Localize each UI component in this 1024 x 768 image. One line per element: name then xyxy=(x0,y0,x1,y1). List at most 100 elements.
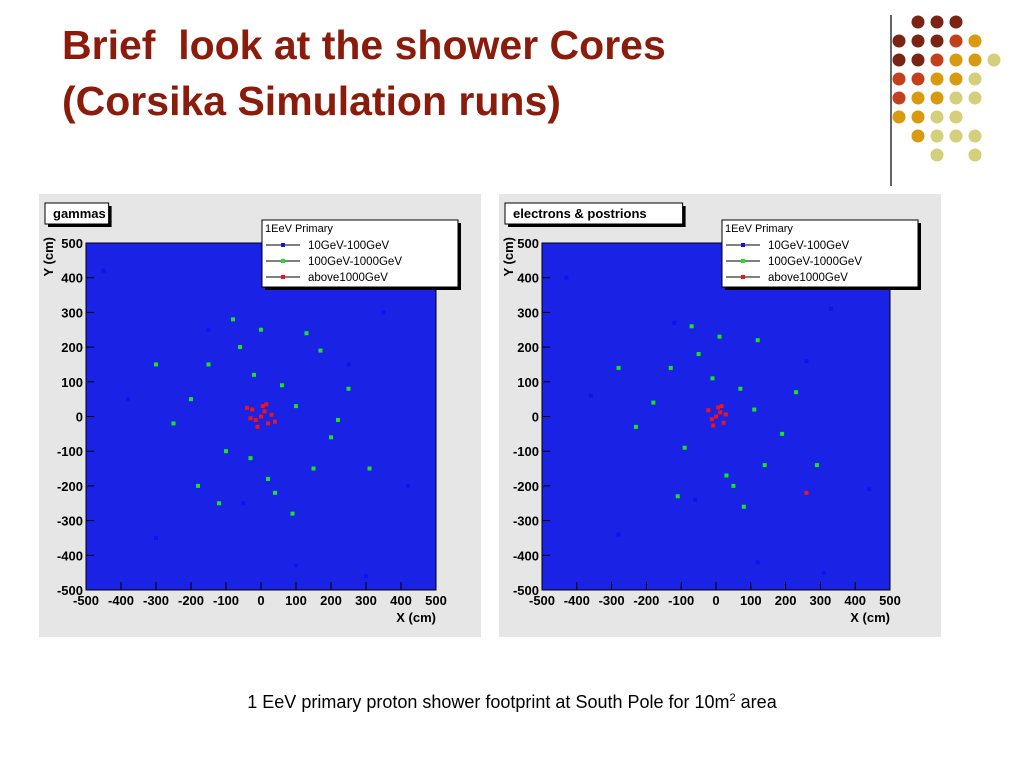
legend xyxy=(721,219,919,288)
point xyxy=(294,563,298,568)
point xyxy=(346,362,351,367)
point xyxy=(682,445,687,450)
x-tick-label: -100 xyxy=(668,593,694,608)
point xyxy=(248,456,253,461)
point xyxy=(280,383,284,388)
y-tick-label: 300 xyxy=(517,305,539,320)
point xyxy=(721,420,726,425)
point xyxy=(206,327,211,332)
x-axis-label: X (cm) xyxy=(850,610,890,625)
point xyxy=(253,417,258,422)
point xyxy=(245,405,249,410)
decor-dot xyxy=(930,91,944,105)
slide-title: Brief look at the shower Cores xyxy=(62,22,666,68)
point xyxy=(651,400,656,405)
point xyxy=(336,417,340,422)
point xyxy=(264,402,269,407)
y-tick-label: -200 xyxy=(57,479,83,494)
point xyxy=(716,405,721,410)
caption-text: 1 EeV primary proton shower footprint at… xyxy=(247,692,730,712)
y-tick-label: 400 xyxy=(61,271,83,286)
point xyxy=(269,412,274,417)
decor-dot xyxy=(911,91,925,105)
decor-dot xyxy=(930,148,944,162)
legend-title: 1EeV Primary xyxy=(265,223,333,235)
decor-dot xyxy=(911,53,925,67)
point xyxy=(633,424,638,429)
x-tick-label: -200 xyxy=(633,593,659,608)
x-tick-label: -400 xyxy=(108,593,134,608)
decor-dot xyxy=(949,129,963,143)
decor-dot xyxy=(987,53,1001,67)
point xyxy=(238,345,242,350)
point xyxy=(304,331,309,336)
point xyxy=(329,435,333,440)
point xyxy=(196,483,200,488)
point xyxy=(311,466,316,471)
decor-dot xyxy=(949,34,963,48)
point xyxy=(731,483,736,488)
point xyxy=(346,386,351,391)
point xyxy=(675,494,680,499)
point xyxy=(262,409,267,414)
x-tick-label: 200 xyxy=(320,593,342,608)
x-tick-label: -200 xyxy=(178,593,204,608)
point xyxy=(804,490,809,495)
chart-title: gammas xyxy=(53,206,106,221)
decor-dot xyxy=(949,110,963,124)
x-tick-label: 500 xyxy=(879,593,901,608)
x-tick-label: 300 xyxy=(810,593,832,608)
point xyxy=(564,275,569,280)
point xyxy=(260,404,265,409)
point xyxy=(689,324,694,329)
point xyxy=(273,419,277,424)
point xyxy=(406,483,410,488)
point xyxy=(755,560,760,565)
x-tick-label: 100 xyxy=(285,593,307,608)
caption: 1 EeV primary proton shower footprint at… xyxy=(0,692,1024,713)
point xyxy=(693,497,698,502)
decor-dot xyxy=(892,110,906,124)
decor-dot xyxy=(930,129,944,143)
y-tick-label: -100 xyxy=(513,444,539,459)
point xyxy=(259,327,263,332)
legend-label: 10GeV-100GeV xyxy=(308,240,390,252)
point xyxy=(231,317,235,322)
point xyxy=(241,501,246,506)
y-tick-label: -200 xyxy=(513,479,539,494)
y-tick-label: -400 xyxy=(513,548,539,563)
chart-title: electrons & postrions xyxy=(513,206,647,221)
decor-dot xyxy=(911,72,925,86)
y-tick-label: -100 xyxy=(57,444,83,459)
point xyxy=(804,358,809,363)
y-tick-label: -300 xyxy=(57,514,83,529)
y-tick-label: -400 xyxy=(57,548,83,563)
point xyxy=(364,574,368,579)
x-tick-label: 300 xyxy=(355,593,377,608)
x-tick-label: 400 xyxy=(390,593,412,608)
point xyxy=(828,306,833,311)
point xyxy=(189,397,193,402)
point xyxy=(794,390,799,395)
x-tick-label: 0 xyxy=(712,593,719,608)
legend-marker xyxy=(281,243,285,247)
decor-dot xyxy=(930,53,944,67)
slide-title: (Corsika Simulation runs) xyxy=(62,78,561,124)
point xyxy=(171,421,176,426)
decor-dot xyxy=(911,129,925,143)
x-axis-label: X (cm) xyxy=(396,610,436,625)
legend-marker xyxy=(741,275,745,279)
decor-dot xyxy=(911,15,925,29)
point xyxy=(814,463,819,468)
legend-label: above1000GeV xyxy=(308,272,388,284)
y-tick-label: -500 xyxy=(513,583,539,598)
point xyxy=(616,532,621,537)
decor-dot xyxy=(949,72,963,86)
x-tick-label: 0 xyxy=(257,593,264,608)
decor-dot xyxy=(968,53,982,67)
point xyxy=(724,473,729,478)
point xyxy=(706,408,711,413)
point xyxy=(719,404,724,409)
